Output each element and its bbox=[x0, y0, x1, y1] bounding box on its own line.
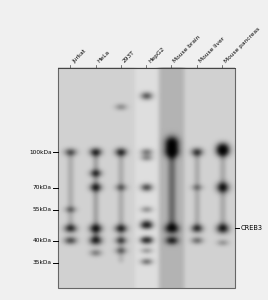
Text: CREB3: CREB3 bbox=[240, 226, 262, 232]
Text: HeLa: HeLa bbox=[97, 50, 111, 64]
Text: 70kDa: 70kDa bbox=[33, 185, 52, 190]
Text: 293T: 293T bbox=[122, 50, 136, 64]
Text: Mouse liver: Mouse liver bbox=[198, 36, 226, 64]
Text: Jurkat: Jurkat bbox=[72, 48, 87, 64]
Text: 35kDa: 35kDa bbox=[33, 260, 52, 265]
Text: 100kDa: 100kDa bbox=[29, 150, 52, 155]
Text: Mouse pancreas: Mouse pancreas bbox=[223, 26, 261, 64]
Text: 40kDa: 40kDa bbox=[33, 238, 52, 243]
Text: Mouse brain: Mouse brain bbox=[173, 35, 202, 64]
Bar bbox=[58, 68, 234, 288]
Text: HepG2: HepG2 bbox=[147, 46, 165, 64]
Text: 55kDa: 55kDa bbox=[33, 207, 52, 212]
